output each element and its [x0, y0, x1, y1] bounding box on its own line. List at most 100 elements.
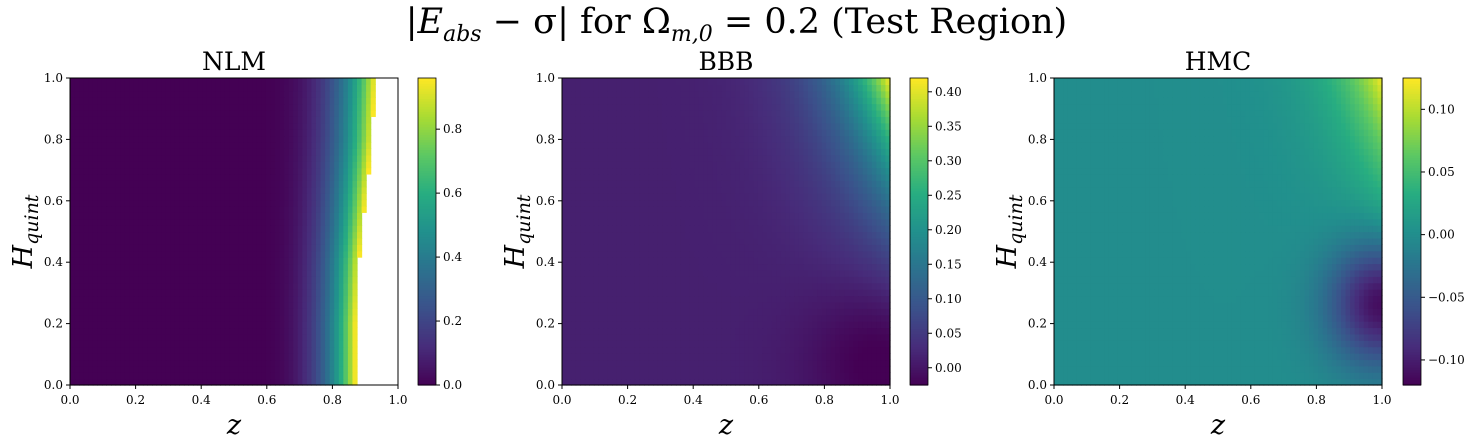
- heatmap-cell: [862, 321, 868, 329]
- heatmap-cell: [826, 365, 832, 373]
- heatmap-cell: [293, 135, 299, 143]
- heatmap-cell: [306, 327, 313, 335]
- heatmap-cell: [338, 321, 344, 329]
- heatmap-cell: [238, 372, 244, 380]
- heatmap-cell: [867, 257, 873, 265]
- heatmap-cell: [320, 129, 326, 137]
- heatmap-cell: [138, 244, 144, 252]
- heatmap-cell: [707, 237, 713, 245]
- heatmap-cell: [347, 212, 354, 220]
- heatmap-cell: [115, 295, 121, 303]
- heatmap-cell: [211, 199, 217, 207]
- heatmap-cell: [224, 193, 231, 201]
- heatmap-cell: [726, 372, 732, 380]
- heatmap-cell: [575, 244, 581, 252]
- heatmap-cell: [297, 276, 303, 284]
- heatmap-cell: [839, 257, 846, 265]
- heatmap-cell: [352, 276, 358, 284]
- heatmap-cell: [662, 378, 668, 386]
- heatmap-cell: [147, 244, 153, 252]
- heatmap-cell: [675, 269, 682, 277]
- heatmap-cell: [726, 353, 732, 361]
- heatmap-cell: [288, 282, 294, 290]
- heatmap-cell: [316, 135, 322, 143]
- heatmap-cell: [343, 212, 349, 220]
- heatmap-cell: [716, 269, 723, 277]
- heatmap-cell: [739, 289, 745, 297]
- heatmap-cell: [338, 116, 344, 124]
- heatmap-cell: [675, 340, 682, 348]
- heatmap-cell: [243, 199, 249, 207]
- heatmap-cell: [252, 103, 258, 111]
- heatmap-cell: [156, 141, 162, 149]
- heatmap-cell: [361, 173, 367, 181]
- heatmap-cell: [343, 141, 349, 149]
- heatmap-cell: [265, 199, 272, 207]
- heatmap-cell: [111, 199, 117, 207]
- heatmap-cell: [858, 340, 864, 348]
- heatmap-cell: [603, 231, 609, 239]
- heatmap-cell: [211, 321, 217, 329]
- heatmap-cell: [798, 276, 805, 284]
- heatmap-cell: [361, 90, 367, 98]
- heatmap-cell: [70, 321, 76, 329]
- heatmap-cell: [320, 103, 326, 111]
- heatmap-cell: [726, 257, 732, 265]
- heatmap-cell: [776, 365, 782, 373]
- heatmap-cell: [83, 141, 89, 149]
- heatmap-cell: [142, 193, 149, 201]
- heatmap-cell: [739, 346, 745, 354]
- heatmap-cell: [138, 353, 144, 361]
- heatmap-cell: [179, 167, 185, 175]
- colorbar-segment: [418, 118, 436, 123]
- heatmap-cell: [571, 282, 577, 290]
- heatmap-cell: [115, 301, 121, 309]
- heatmap-cell: [347, 346, 354, 354]
- heatmap-cell: [106, 180, 112, 188]
- heatmap-cell: [580, 295, 586, 303]
- heatmap-cell: [224, 154, 231, 162]
- heatmap-cell: [211, 263, 217, 271]
- heatmap-cell: [334, 276, 340, 284]
- heatmap-cell: [347, 340, 354, 348]
- heatmap-cell: [193, 212, 199, 220]
- heatmap-cell: [220, 122, 226, 130]
- heatmap-cell: [612, 257, 618, 265]
- heatmap-cell: [179, 205, 185, 213]
- heatmap-cell: [748, 276, 754, 284]
- heatmap-cell: [885, 365, 891, 373]
- heatmap-cell: [215, 193, 221, 201]
- heatmap-cell: [170, 193, 176, 201]
- heatmap-cell: [188, 199, 194, 207]
- heatmap-cell: [174, 103, 180, 111]
- heatmap-cell: [689, 295, 695, 303]
- heatmap-cell: [853, 250, 859, 258]
- heatmap-cell: [193, 186, 199, 194]
- heatmap-cell: [885, 372, 891, 380]
- heatmap-cell: [79, 199, 85, 207]
- heatmap-cell: [839, 314, 846, 322]
- heatmap-cell: [88, 295, 94, 303]
- heatmap-cell: [694, 263, 700, 271]
- heatmap-cell: [612, 263, 618, 271]
- heatmap-cell: [238, 154, 244, 162]
- heatmap-cell: [703, 295, 709, 303]
- heatmap-cell: [607, 365, 613, 373]
- heatmap-cell: [284, 167, 290, 175]
- heatmap-cell: [325, 365, 331, 373]
- heatmap-cell: [347, 116, 354, 124]
- heatmap-cell: [106, 90, 112, 98]
- heatmap-cell: [662, 321, 668, 329]
- heatmap-cell: [297, 263, 303, 271]
- heatmap-cell: [220, 295, 226, 303]
- colorbar-segment: [418, 338, 436, 343]
- heatmap-cell: [634, 231, 641, 239]
- heatmap-cell: [593, 359, 600, 367]
- heatmap-cell: [79, 116, 85, 124]
- heatmap-cell: [634, 237, 641, 245]
- heatmap-cell: [685, 346, 691, 354]
- heatmap-cell: [311, 372, 317, 380]
- heatmap-cell: [265, 84, 272, 92]
- heatmap-cell: [247, 257, 253, 265]
- heatmap-cell: [639, 276, 645, 284]
